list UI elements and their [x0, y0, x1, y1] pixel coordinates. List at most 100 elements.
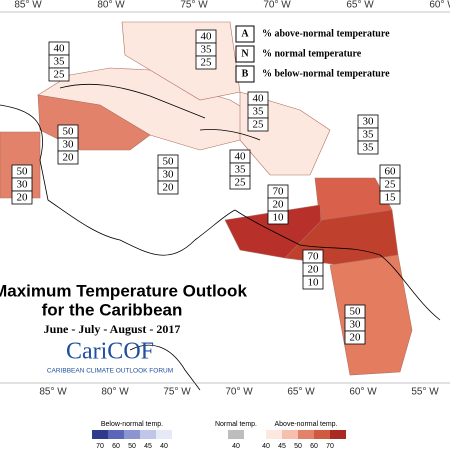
prob-value: 30 — [63, 139, 75, 151]
prob-box — [157, 180, 179, 195]
lon-label: 75° W — [180, 0, 208, 11]
swatch — [156, 430, 172, 439]
prob-value: 40 — [201, 31, 213, 43]
prob-value: 35 — [201, 44, 213, 56]
lon-label: 80° W — [101, 387, 129, 398]
coast — [59, 83, 206, 119]
colorbar-tick: 50 — [294, 443, 302, 450]
prob-value: 30 — [163, 169, 175, 181]
key-letter: N — [241, 48, 249, 59]
prob-value: 25 — [235, 177, 247, 189]
key-box — [235, 65, 255, 83]
prob-value: 20 — [273, 199, 285, 211]
key-box — [235, 25, 255, 43]
lon-label: 75° W — [163, 387, 191, 398]
prob-value: 15 — [385, 192, 397, 204]
prob-box — [247, 117, 269, 132]
prob-value: 50 — [350, 306, 362, 318]
swatch — [282, 430, 298, 439]
prob-box — [229, 175, 251, 190]
title: Maximum Temperature Outlook — [0, 281, 247, 300]
prob-value: 20 — [308, 264, 320, 276]
prob-box — [57, 150, 79, 165]
coast — [234, 209, 441, 321]
prob-value: 35 — [253, 106, 265, 118]
colorbar-title: Normal temp. — [215, 421, 257, 428]
prob-box — [379, 190, 401, 205]
key-text: % normal temperature — [262, 48, 362, 59]
prob-box — [267, 210, 289, 225]
period: June - July - August - 2017 — [44, 322, 181, 336]
prob-value: 30 — [363, 116, 375, 128]
prob-value: 50 — [63, 126, 75, 138]
prob-value: 25 — [201, 57, 213, 69]
prob-value: 60 — [385, 166, 397, 178]
swatch — [330, 430, 346, 439]
prob-box — [357, 140, 379, 155]
prob-value: 20 — [17, 192, 29, 204]
swatch — [314, 430, 330, 439]
colorbar-tick: 70 — [96, 443, 104, 450]
lon-label: 60° W — [349, 387, 377, 398]
swatch — [266, 430, 282, 439]
prob-value: 30 — [17, 179, 29, 191]
colorbar-tick: 40 — [232, 443, 240, 450]
colorbar-tick: 45 — [278, 443, 286, 450]
colorbar-title: Above-normal temp. — [274, 421, 337, 428]
prob-value: 40 — [253, 93, 265, 105]
swatch — [92, 430, 108, 439]
prob-value: 10 — [273, 212, 285, 224]
prob-value: 10 — [308, 277, 320, 289]
lon-label: 70° W — [225, 387, 253, 398]
prob-value: 35 — [235, 164, 247, 176]
prob-value: 25 — [54, 69, 66, 81]
lon-label: 80° W — [97, 0, 125, 11]
colorbar-tick: 40 — [160, 443, 168, 450]
prob-value: 20 — [350, 332, 362, 344]
swatch — [124, 430, 140, 439]
prob-value: 30 — [350, 319, 362, 331]
logo-sub: CARIBBEAN CLIMATE OUTLOOK FORUM — [47, 368, 173, 375]
coast — [199, 129, 261, 141]
coastline — [0, 83, 441, 391]
lon-label: 65° W — [346, 0, 374, 11]
prob-value: 50 — [163, 156, 175, 168]
lon-label: 85° W — [39, 387, 67, 398]
lon-label: 60° W — [429, 0, 450, 11]
prob-value: 25 — [253, 119, 265, 131]
prob-box — [48, 67, 70, 82]
prob-value: 20 — [163, 182, 175, 194]
swatch — [298, 430, 314, 439]
key-text: % below-normal temperature — [262, 68, 390, 79]
colorbar-title: Below-normal temp. — [101, 421, 163, 428]
colorbar-tick: 45 — [144, 443, 152, 450]
prob-box — [195, 55, 217, 70]
key — [235, 25, 255, 83]
prob-box — [302, 275, 324, 290]
lon-label: 85° W — [14, 0, 42, 11]
colorbar — [92, 430, 346, 439]
prob-box — [11, 190, 33, 205]
colorbar-tick: 70 — [326, 443, 334, 450]
swatch — [108, 430, 124, 439]
lon-label: 70° W — [263, 0, 291, 11]
key-letter: B — [242, 68, 249, 79]
prob-value: 70 — [273, 186, 285, 198]
prob-value: 35 — [363, 129, 375, 141]
lon-label: 55° W — [411, 387, 439, 398]
key-letter: A — [241, 28, 249, 39]
prob-value: 35 — [54, 56, 66, 68]
swatch — [140, 430, 156, 439]
region-shade — [329, 254, 413, 376]
lon-label: 65° W — [287, 387, 315, 398]
swatch — [228, 430, 244, 439]
colorbar-tick: 60 — [310, 443, 318, 450]
prob-value: 35 — [363, 142, 375, 154]
prob-value: 40 — [54, 43, 66, 55]
title-line2: for the Caribbean — [42, 300, 183, 319]
colorbar-tick: 50 — [128, 443, 136, 450]
key-box — [235, 45, 255, 63]
prob-value: 40 — [235, 151, 247, 163]
